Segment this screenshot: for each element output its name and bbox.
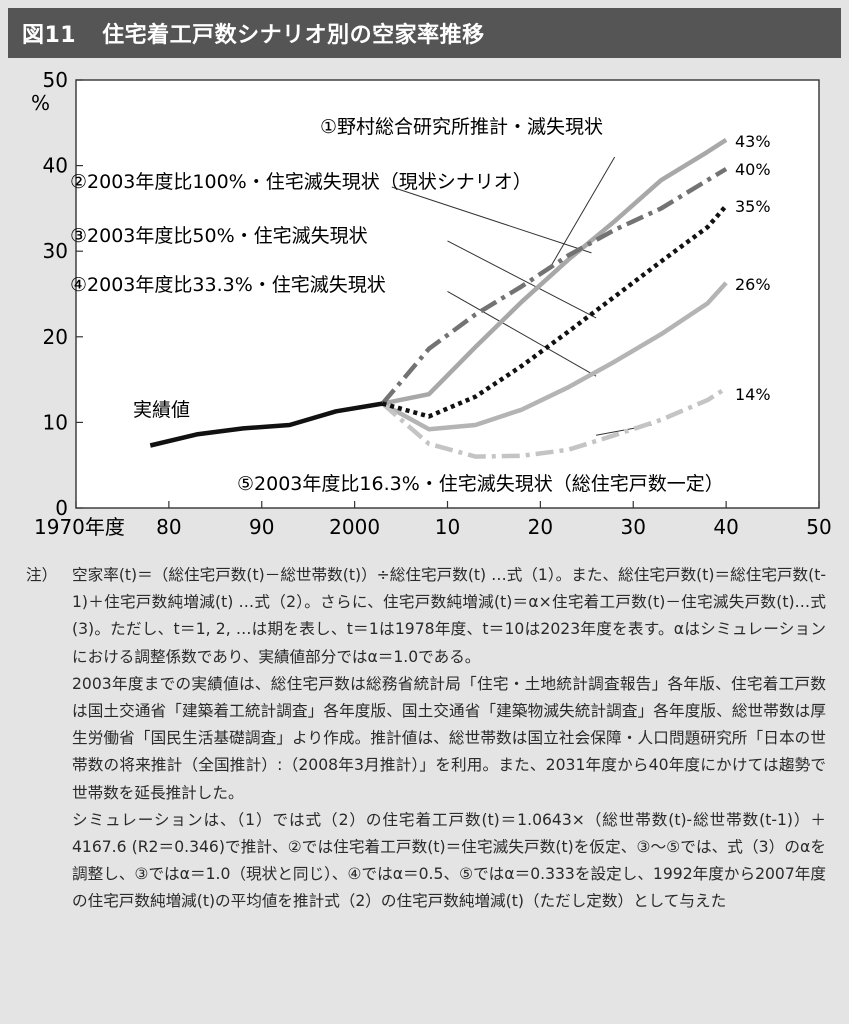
footnotes: 注） 空家率(t)＝（総住宅戸数(t)－総世帯数(t)）÷総住宅戸数(t) …式… — [26, 562, 826, 916]
y-tick-label: 50 — [43, 68, 68, 92]
x-tick-label: 30 — [621, 515, 646, 539]
y-tick-label: 40 — [43, 154, 68, 178]
legend-label-series-4: ④2003年度比33.3%・住宅滅失現状 — [70, 274, 386, 296]
legend-label-series-3: ③2003年度比50%・住宅滅失現状 — [70, 225, 368, 247]
x-tick-label: 50 — [806, 515, 831, 539]
end-label-series-2: 40% — [735, 160, 771, 179]
legend-label-series-1: ①野村総合研究所推計・滅失現状 — [320, 116, 603, 138]
y-axis-unit: % — [31, 91, 50, 115]
legend-label-series-5: ⑤2003年度比16.3%・住宅滅失現状（総住宅戸数一定） — [237, 473, 724, 495]
series-line-0 — [149, 401, 383, 448]
x-axis: 1970年度 80 90 2000 10 20 30 40 50 — [34, 501, 832, 539]
y-tick-label: 20 — [43, 325, 68, 349]
leader-line-series-4 — [447, 290, 597, 377]
footnote-paragraph-2: 2003年度までの実績値は、総住宅戸数は総務省統計局「住宅・土地統計調査報告」各… — [72, 674, 826, 802]
series-line-3 — [381, 204, 728, 419]
end-label-series-3: 35% — [735, 197, 771, 216]
y-tick-label: 10 — [43, 410, 68, 434]
series-line-1 — [382, 138, 728, 406]
x-tick-label: 90 — [249, 515, 274, 539]
leader-line-series-3 — [447, 240, 597, 319]
y-axis: 0 10 20 30 40 50 — [43, 68, 83, 520]
y-tick-label: 30 — [43, 239, 68, 263]
x-tick-label: 80 — [156, 515, 181, 539]
y-tick-label: 0 — [55, 496, 68, 520]
series-line-5 — [381, 386, 728, 459]
figure-number: 図11 — [22, 23, 77, 48]
line-chart: 0 10 20 30 40 50 1970年度 80 90 2000 10 20 30 40 50 % ①… — [31, 68, 832, 539]
chart-area: 0 10 20 30 40 50 1970年度 80 90 2000 10 20 30 40 50 % ①… — [0, 60, 849, 560]
series-line-4 — [381, 281, 728, 432]
end-label-series-5: 14% — [735, 385, 771, 404]
actual-value-label: 実績値 — [133, 399, 190, 421]
footnote-label: 注） — [26, 566, 58, 584]
series-line-2 — [380, 167, 728, 406]
x-tick-label: 10 — [435, 515, 460, 539]
end-label-series-4: 26% — [735, 275, 771, 294]
series-lines — [149, 138, 728, 459]
leader-line-series-1 — [549, 156, 616, 269]
x-tick-label: 20 — [528, 515, 553, 539]
footnote-paragraph-1: 空家率(t)＝（総住宅戸数(t)－総世帯数(t)）÷総住宅戸数(t) …式（1）… — [72, 566, 826, 666]
figure-title: 住宅着工戸数シナリオ別の空家率推移 — [102, 23, 485, 48]
x-tick-label: 1970年度 — [34, 515, 125, 539]
footnote-paragraph-3: シミュレーションは、（1）では式（2）の住宅着工戸数(t)＝1.0643×（総世… — [72, 810, 826, 911]
series-labels: ①野村総合研究所推計・滅失現状 ②2003年度比100%・住宅滅失現状（現状シナ… — [70, 116, 771, 495]
x-tick-label: 40 — [713, 515, 738, 539]
figure-title-bar: 図11 住宅着工戸数シナリオ別の空家率推移 — [8, 8, 841, 58]
plot-area — [75, 79, 820, 509]
leader-line-series-2 — [391, 186, 592, 254]
legend-label-series-2: ②2003年度比100%・住宅滅失現状（現状シナリオ） — [70, 171, 532, 193]
leader-lines — [391, 156, 652, 436]
x-tick-label: 2000 — [329, 515, 380, 539]
end-label-series-1: 43% — [735, 132, 771, 151]
